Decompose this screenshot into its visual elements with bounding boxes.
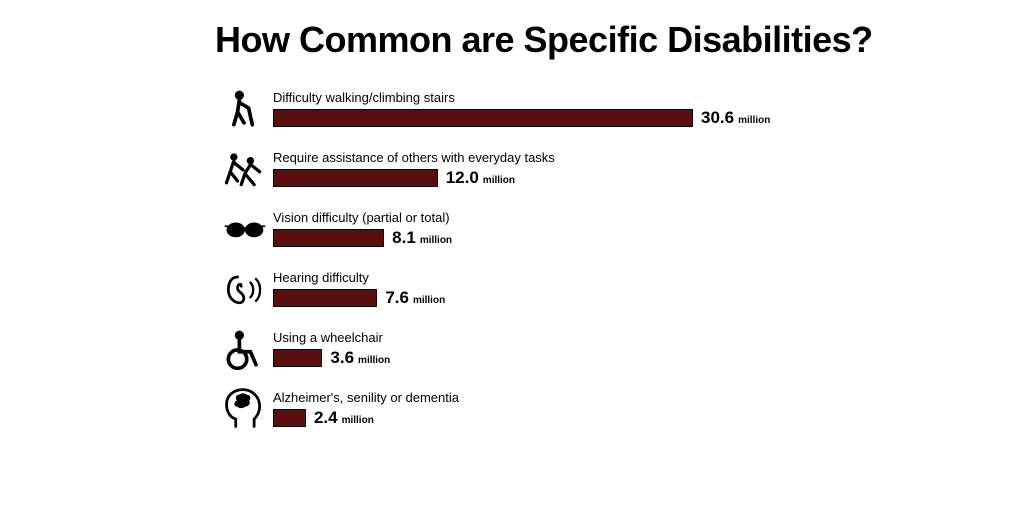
value-number: 3.6 <box>330 348 354 368</box>
row-label: Hearing difficulty <box>273 270 935 285</box>
value-unit: million <box>483 175 515 186</box>
value-text: 8.1 million <box>392 228 452 248</box>
bar-chart: Difficulty walking/climbing stairs 30.6 … <box>215 82 935 436</box>
chart-row: Alzheimer's, senility or dementia 2.4 mi… <box>215 382 935 436</box>
wheelchair-icon <box>215 322 273 376</box>
chart-row-content: Hearing difficulty 7.6 million <box>273 270 935 308</box>
bar-line: 3.6 million <box>273 348 935 368</box>
value-unit: million <box>358 355 390 366</box>
value-number: 12.0 <box>446 168 479 188</box>
chart-row: Difficulty walking/climbing stairs 30.6 … <box>215 82 935 136</box>
value-unit: million <box>738 115 770 126</box>
sunglasses-icon <box>215 202 273 256</box>
walking-cane-icon <box>215 82 273 136</box>
bar <box>273 349 322 367</box>
infographic-container: How Common are Specific Disabilities? Di… <box>215 20 935 436</box>
value-number: 7.6 <box>385 288 409 308</box>
chart-title: How Common are Specific Disabilities? <box>215 20 935 60</box>
bar <box>273 289 377 307</box>
bar <box>273 169 438 187</box>
bar-line: 30.6 million <box>273 108 935 128</box>
row-label: Difficulty walking/climbing stairs <box>273 90 935 105</box>
value-unit: million <box>342 415 374 426</box>
value-text: 30.6 million <box>701 108 770 128</box>
value-text: 12.0 million <box>446 168 515 188</box>
value-text: 2.4 million <box>314 408 374 428</box>
chart-row-content: Require assistance of others with everyd… <box>273 150 935 188</box>
bar-line: 12.0 million <box>273 168 935 188</box>
bar <box>273 109 693 127</box>
chart-row: Hearing difficulty 7.6 million <box>215 262 935 316</box>
bar-line: 7.6 million <box>273 288 935 308</box>
value-number: 8.1 <box>392 228 416 248</box>
chart-row-content: Vision difficulty (partial or total) 8.1… <box>273 210 935 248</box>
ear-icon <box>215 262 273 316</box>
bar <box>273 409 306 427</box>
row-label: Alzheimer's, senility or dementia <box>273 390 935 405</box>
chart-row: Require assistance of others with everyd… <box>215 142 935 196</box>
chart-row-content: Using a wheelchair 3.6 million <box>273 330 935 368</box>
value-unit: million <box>420 235 452 246</box>
row-label: Require assistance of others with everyd… <box>273 150 935 165</box>
row-label: Vision difficulty (partial or total) <box>273 210 935 225</box>
chart-row-content: Alzheimer's, senility or dementia 2.4 mi… <box>273 390 935 428</box>
chart-row: Using a wheelchair 3.6 million <box>215 322 935 376</box>
value-unit: million <box>413 295 445 306</box>
head-brain-icon <box>215 382 273 436</box>
bar-line: 2.4 million <box>273 408 935 428</box>
chart-row-content: Difficulty walking/climbing stairs 30.6 … <box>273 90 935 128</box>
assistance-icon <box>215 142 273 196</box>
value-number: 2.4 <box>314 408 338 428</box>
bar-line: 8.1 million <box>273 228 935 248</box>
chart-row: Vision difficulty (partial or total) 8.1… <box>215 202 935 256</box>
value-number: 30.6 <box>701 108 734 128</box>
row-label: Using a wheelchair <box>273 330 935 345</box>
bar <box>273 229 384 247</box>
value-text: 7.6 million <box>385 288 445 308</box>
value-text: 3.6 million <box>330 348 390 368</box>
